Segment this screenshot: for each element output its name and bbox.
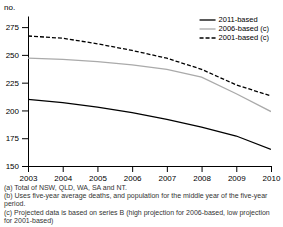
legend: 2011-based2006-based (c)2001-based (c)	[200, 15, 270, 42]
x-tick-label: 2008	[193, 174, 211, 183]
y-tick-label: 225	[6, 79, 20, 88]
y-axis-label: no.	[4, 3, 15, 12]
x-tick-label: 2006	[124, 174, 142, 183]
series-line	[28, 58, 271, 111]
y-tick-label: 250	[6, 51, 20, 60]
legend-swatch	[200, 37, 216, 38]
legend-item: 2001-based (c)	[200, 33, 270, 42]
x-tick: 2006	[124, 166, 142, 183]
y-tick: 175	[6, 134, 28, 143]
chart: (a) Total of NSW, QLD, WA, SA and NT.(b)…	[0, 0, 283, 227]
footnote-line: for 2001-based)	[4, 217, 53, 225]
x-tick-mark	[28, 166, 29, 172]
footnote-line: (b) Uses five-year average deaths, and p…	[4, 192, 268, 200]
footnote: (c) Projected data is based on series B …	[4, 209, 270, 225]
legend-swatch	[200, 19, 216, 20]
footnote: (b) Uses five-year average deaths, and p…	[4, 192, 268, 208]
x-tick-label: 2009	[228, 174, 246, 183]
x-tick: 2007	[158, 166, 176, 183]
x-tick-label: 2005	[89, 174, 107, 183]
x-axis-line	[29, 166, 272, 167]
y-tick-mark	[22, 166, 28, 167]
y-tick-mark	[22, 83, 28, 84]
x-tick-label: 2004	[54, 174, 72, 183]
x-tick-mark	[167, 166, 168, 172]
x-tick: 2004	[54, 166, 72, 183]
y-tick: 275	[6, 23, 28, 32]
legend-item: 2006-based (c)	[200, 24, 270, 33]
x-tick: 2003	[20, 166, 38, 183]
y-tick-label: 275	[6, 23, 20, 32]
series-line	[28, 36, 271, 96]
y-axis: 150 175 200 225 250 275	[6, 17, 29, 172]
y-tick: 250	[6, 51, 28, 60]
y-tick-mark	[22, 110, 28, 111]
y-tick-label: 175	[6, 134, 20, 143]
footnote-line: (c) Projected data is based on series B …	[4, 209, 270, 217]
x-tick-mark	[132, 166, 133, 172]
legend-label: 2011-based	[219, 15, 258, 24]
y-tick-mark	[22, 138, 28, 139]
y-tick-label: 150	[6, 162, 20, 171]
series-line	[28, 99, 271, 149]
y-tick: 150	[6, 162, 28, 171]
x-tick: 2009	[228, 166, 246, 183]
x-tick: 2010	[263, 166, 281, 183]
legend-label: 2006-based (c)	[219, 24, 270, 33]
x-tick-mark	[271, 166, 272, 172]
x-tick-mark	[202, 166, 203, 172]
x-tick-mark	[97, 166, 98, 172]
y-tick-mark	[22, 27, 28, 28]
y-tick-mark	[22, 55, 28, 56]
x-tick-mark	[236, 166, 237, 172]
x-tick-label: 2003	[20, 174, 38, 183]
lines	[28, 36, 271, 149]
footnotes: (a) Total of NSW, QLD, WA, SA and NT.(b)…	[4, 184, 270, 225]
x-tick-label: 2007	[158, 174, 176, 183]
legend-swatch	[200, 28, 216, 29]
footnote-line: period.	[4, 200, 25, 208]
legend-item: 2011-based	[200, 15, 258, 24]
x-tick: 2008	[193, 166, 211, 183]
footnote: (a) Total of NSW, QLD, WA, SA and NT.	[4, 184, 127, 192]
x-tick: 2005	[89, 166, 107, 183]
x-tick-label: 2010	[263, 174, 281, 183]
y-tick-label: 200	[6, 107, 20, 116]
legend-label: 2001-based (c)	[219, 33, 270, 42]
y-axis-line	[28, 17, 29, 167]
footnote-line: (a) Total of NSW, QLD, WA, SA and NT.	[4, 184, 127, 192]
y-tick: 225	[6, 79, 28, 88]
x-axis: 2003 2004 2005 2006 2007 2008 2009 2010	[20, 166, 281, 183]
y-tick: 200	[6, 107, 28, 116]
x-tick-mark	[63, 166, 64, 172]
